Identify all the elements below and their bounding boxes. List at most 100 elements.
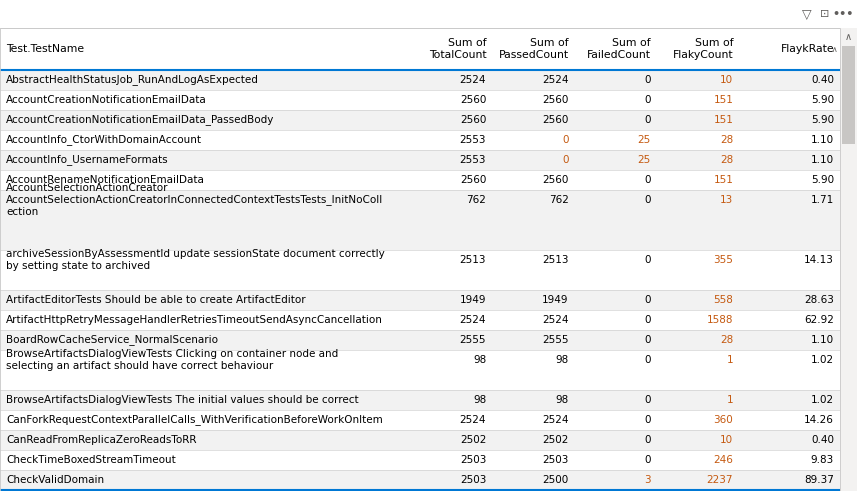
Text: 2524: 2524 xyxy=(459,415,486,425)
Text: CheckTimeBoxedStreamTimeout: CheckTimeBoxedStreamTimeout xyxy=(6,455,176,465)
Text: 2553: 2553 xyxy=(459,155,486,165)
Text: 1.71: 1.71 xyxy=(811,195,834,205)
Bar xyxy=(0,0,857,28)
Text: 2560: 2560 xyxy=(542,115,568,125)
Text: 1.10: 1.10 xyxy=(811,155,834,165)
Text: 98: 98 xyxy=(555,355,568,365)
Text: BrowseArtifactsDialogViewTests Clicking on container node and
selecting an artif: BrowseArtifactsDialogViewTests Clicking … xyxy=(6,349,339,371)
Text: 0: 0 xyxy=(644,115,650,125)
Text: archiveSessionByAssessmentId update sessionState document correctly
by setting s: archiveSessionByAssessmentId update sess… xyxy=(6,249,385,271)
Text: •••: ••• xyxy=(832,9,854,19)
Text: ArtifactEditorTests Should be able to create ArtifactEditor: ArtifactEditorTests Should be able to cr… xyxy=(6,295,306,305)
Text: ArtifactHttpRetryMessageHandlerRetriesTimeoutSendAsyncCancellation: ArtifactHttpRetryMessageHandlerRetriesTi… xyxy=(6,315,383,325)
Text: 0: 0 xyxy=(644,355,650,365)
Text: 2502: 2502 xyxy=(542,435,568,445)
Text: 2560: 2560 xyxy=(460,175,486,185)
Text: Sum of
PassedCount: Sum of PassedCount xyxy=(499,38,568,60)
Text: ▽: ▽ xyxy=(802,7,812,21)
Text: Sum of
FlakyCount: Sum of FlakyCount xyxy=(673,38,734,60)
Text: 2524: 2524 xyxy=(542,315,568,325)
Bar xyxy=(0,470,840,490)
Text: 0: 0 xyxy=(644,415,650,425)
Text: ⊡: ⊡ xyxy=(820,9,830,19)
Text: 5.90: 5.90 xyxy=(811,115,834,125)
Text: 28: 28 xyxy=(720,135,734,145)
Text: 89.37: 89.37 xyxy=(804,475,834,485)
Bar xyxy=(0,28,840,70)
Text: FlaykRate: FlaykRate xyxy=(781,44,834,54)
Text: 151: 151 xyxy=(713,115,734,125)
Text: 25: 25 xyxy=(638,135,650,145)
Text: BrowseArtifactsDialogViewTests The initial values should be correct: BrowseArtifactsDialogViewTests The initi… xyxy=(6,395,358,405)
Text: Test.TestName: Test.TestName xyxy=(6,44,84,54)
Bar xyxy=(0,450,840,470)
Bar xyxy=(0,310,840,330)
Text: 355: 355 xyxy=(713,255,734,265)
Text: 762: 762 xyxy=(466,195,486,205)
Bar xyxy=(0,430,840,450)
Bar xyxy=(0,410,840,430)
Bar xyxy=(0,390,840,410)
Text: 2560: 2560 xyxy=(460,95,486,105)
Bar xyxy=(0,170,840,190)
Text: 13: 13 xyxy=(720,195,734,205)
Text: 2503: 2503 xyxy=(460,455,486,465)
Bar xyxy=(840,28,857,491)
Text: 246: 246 xyxy=(713,455,734,465)
Text: Sum of
TotalCount: Sum of TotalCount xyxy=(428,38,486,60)
Text: 2524: 2524 xyxy=(542,75,568,85)
Text: 0: 0 xyxy=(644,75,650,85)
Text: 98: 98 xyxy=(473,355,486,365)
Text: AccountSelectionActionCreator
AccountSelectionActionCreatorInConnectedContextTes: AccountSelectionActionCreator AccountSel… xyxy=(6,183,383,217)
Text: 558: 558 xyxy=(713,295,734,305)
Text: 2553: 2553 xyxy=(459,135,486,145)
Text: BoardRowCacheService_NormalScenario: BoardRowCacheService_NormalScenario xyxy=(6,334,218,346)
Bar xyxy=(0,350,840,390)
Text: AccountCreationNotificationEmailData: AccountCreationNotificationEmailData xyxy=(6,95,207,105)
Text: 2560: 2560 xyxy=(542,175,568,185)
Text: AbstractHealthStatusJob_RunAndLogAsExpected: AbstractHealthStatusJob_RunAndLogAsExpec… xyxy=(6,75,259,85)
Text: 25: 25 xyxy=(638,155,650,165)
Text: 0: 0 xyxy=(644,95,650,105)
Text: 1949: 1949 xyxy=(542,295,568,305)
Text: 2560: 2560 xyxy=(542,95,568,105)
Text: 0: 0 xyxy=(644,175,650,185)
Text: 2555: 2555 xyxy=(459,335,486,345)
Bar xyxy=(842,46,855,144)
Text: 3: 3 xyxy=(644,475,650,485)
Text: 0: 0 xyxy=(644,315,650,325)
Text: 1: 1 xyxy=(727,395,734,405)
Text: 2513: 2513 xyxy=(542,255,568,265)
Text: 151: 151 xyxy=(713,95,734,105)
Text: CanReadFromReplicaZeroReadsToRR: CanReadFromReplicaZeroReadsToRR xyxy=(6,435,196,445)
Text: CheckValidDomain: CheckValidDomain xyxy=(6,475,104,485)
Text: 2513: 2513 xyxy=(459,255,486,265)
Text: 1.02: 1.02 xyxy=(811,395,834,405)
Text: 2502: 2502 xyxy=(460,435,486,445)
Text: 2524: 2524 xyxy=(459,315,486,325)
Bar xyxy=(0,290,840,310)
Text: 0: 0 xyxy=(644,395,650,405)
Text: 2524: 2524 xyxy=(459,75,486,85)
Text: 28: 28 xyxy=(720,335,734,345)
Text: 1949: 1949 xyxy=(459,295,486,305)
Text: 0: 0 xyxy=(644,195,650,205)
Text: 28: 28 xyxy=(720,155,734,165)
Bar xyxy=(0,110,840,130)
Text: AccountCreationNotificationEmailData_PassedBody: AccountCreationNotificationEmailData_Pas… xyxy=(6,114,274,126)
Text: 14.26: 14.26 xyxy=(804,415,834,425)
Text: 14.13: 14.13 xyxy=(804,255,834,265)
Text: 10: 10 xyxy=(720,75,734,85)
Text: ∧: ∧ xyxy=(830,45,838,54)
Text: 1.10: 1.10 xyxy=(811,135,834,145)
Text: 0: 0 xyxy=(644,455,650,465)
Text: 1.10: 1.10 xyxy=(811,335,834,345)
Bar xyxy=(0,330,840,350)
Text: ∧: ∧ xyxy=(845,32,852,42)
Bar xyxy=(0,70,840,90)
Text: 0.40: 0.40 xyxy=(811,75,834,85)
Text: 0: 0 xyxy=(562,155,568,165)
Text: 98: 98 xyxy=(473,395,486,405)
Text: 151: 151 xyxy=(713,175,734,185)
Text: 98: 98 xyxy=(555,395,568,405)
